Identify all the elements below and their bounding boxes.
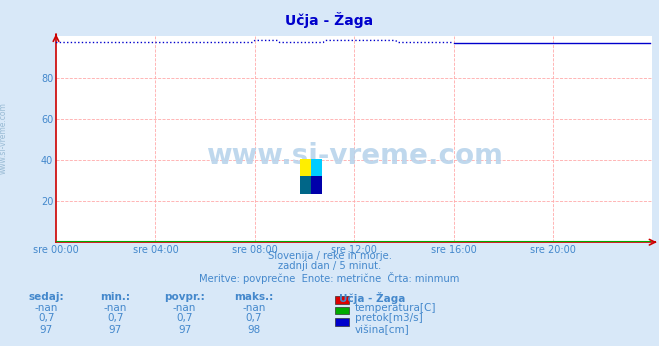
Text: 97: 97 [109,325,122,335]
Text: -nan: -nan [173,303,196,313]
Text: min.:: min.: [100,292,130,302]
Text: www.si-vreme.com: www.si-vreme.com [206,142,503,170]
Text: 0,7: 0,7 [107,313,124,323]
Text: -nan: -nan [242,303,266,313]
Text: 97: 97 [40,325,53,335]
Text: 98: 98 [247,325,260,335]
Text: povpr.:: povpr.: [164,292,205,302]
Text: Meritve: povprečne  Enote: metrične  Črta: minmum: Meritve: povprečne Enote: metrične Črta:… [199,272,460,284]
Text: pretok[m3/s]: pretok[m3/s] [355,313,422,323]
Text: 0,7: 0,7 [176,313,193,323]
Text: 0,7: 0,7 [245,313,262,323]
Text: 0,7: 0,7 [38,313,55,323]
Text: maks.:: maks.: [234,292,273,302]
Text: zadnji dan / 5 minut.: zadnji dan / 5 minut. [278,261,381,271]
Text: www.si-vreme.com: www.si-vreme.com [0,102,8,174]
Text: Učja - Žaga: Učja - Žaga [339,292,406,304]
Text: Učja - Žaga: Učja - Žaga [285,12,374,28]
Text: -nan: -nan [34,303,58,313]
Text: 97: 97 [178,325,191,335]
Text: temperatura[C]: temperatura[C] [355,303,436,313]
Text: Slovenija / reke in morje.: Slovenija / reke in morje. [268,251,391,261]
Text: višina[cm]: višina[cm] [355,325,409,335]
Text: sedaj:: sedaj: [28,292,64,302]
Text: -nan: -nan [103,303,127,313]
